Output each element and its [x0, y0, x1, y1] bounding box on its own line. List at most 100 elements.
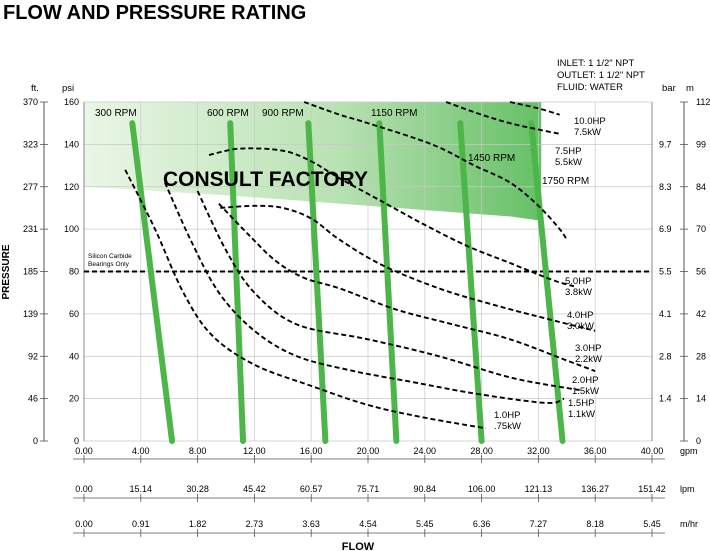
gpm-tick-label: 16.00 — [300, 446, 323, 456]
sic-label-line1: Silicon Carbide — [88, 253, 132, 260]
speed-line-1450-rpm — [457, 120, 485, 444]
ft-tick-label: 370 — [23, 97, 38, 107]
ft-tick-label: 231 — [23, 224, 38, 234]
m3hr-tick-label: 4.54 — [359, 519, 377, 529]
kw-label: 1.1kW — [568, 409, 595, 420]
m3hr-tick-label: 0.91 — [132, 519, 150, 529]
psi-tick-label: 40 — [69, 351, 79, 361]
gpm-tick-label: 28.00 — [470, 446, 493, 456]
gpm-tick-label: 32.00 — [527, 446, 550, 456]
m3hr-tick-label: 7.27 — [530, 519, 548, 529]
ft-unit-label: ft. — [31, 83, 39, 94]
power-curve — [196, 190, 582, 392]
m3hr-tick-label: 5.45 — [643, 519, 661, 529]
bar-tick-label: 5.5 — [659, 267, 672, 277]
ft-tick-label: 277 — [23, 182, 38, 192]
lpm-tick-label: 30.28 — [186, 484, 209, 494]
lpm-tick-label: 151.42 — [638, 484, 666, 494]
rpm-label: 900 RPM — [262, 108, 304, 119]
m3hr-unit-label: m/hr — [680, 519, 698, 529]
gpm-unit-label: gpm — [680, 446, 698, 456]
gpm-tick-label: 24.00 — [414, 446, 437, 456]
power-curve — [164, 182, 565, 404]
fluid-spec: FLUID: WATER — [557, 82, 623, 93]
kw-label: 2.2kW — [575, 354, 602, 365]
x-axis-label: FLOW — [342, 541, 375, 551]
m3hr-tick-label: 1.82 — [189, 519, 207, 529]
hp-label: 5.0HP — [565, 276, 591, 287]
m3hr-tick-label: 6.36 — [473, 519, 491, 529]
hp-label: 2.0HP — [572, 375, 598, 386]
m-tick-label: 14 — [696, 394, 706, 404]
bar-tick-label: 9.7 — [659, 139, 672, 149]
lpm-tick-label: 75.71 — [357, 484, 380, 494]
m-tick-label: 28 — [696, 351, 706, 361]
m-tick-label: 56 — [696, 267, 706, 277]
rpm-label: 1150 RPM — [371, 108, 418, 119]
consult-factory-label: CONSULT FACTORY — [163, 168, 368, 191]
m-tick-label: 70 — [696, 224, 706, 234]
gpm-tick-label: 4.00 — [132, 446, 150, 456]
psi-tick-label: 60 — [69, 309, 79, 319]
psi-tick-label: 120 — [64, 182, 79, 192]
rpm-label: 600 RPM — [207, 108, 249, 119]
gpm-tick-label: 20.00 — [357, 446, 380, 456]
psi-unit-label: psi — [62, 83, 74, 94]
speed-line-900-rpm — [305, 120, 329, 444]
hp-label: 3.0HP — [575, 343, 601, 354]
lpm-tick-label: 0.00 — [75, 484, 93, 494]
speed-line-1150-rpm — [376, 120, 400, 444]
kw-label: 3.0kW — [567, 321, 594, 332]
ft-tick-label: 185 — [23, 267, 38, 277]
lpm-unit-label: lpm — [680, 484, 695, 494]
gpm-tick-label: 0.00 — [75, 446, 93, 456]
psi-tick-label: 160 — [64, 97, 79, 107]
rpm-label: 1750 RPM — [542, 176, 589, 187]
kw-label: 5.5kW — [555, 157, 582, 168]
speed-line-300-rpm — [129, 120, 176, 444]
kw-label: 1.5kW — [572, 386, 599, 397]
lpm-tick-label: 106.00 — [468, 484, 496, 494]
bar-tick-label: 8.3 — [659, 182, 672, 192]
power-curve — [445, 101, 560, 135]
m-unit-label: m — [686, 83, 694, 94]
psi-tick-label: 140 — [64, 139, 79, 149]
lpm-tick-label: 15.14 — [130, 484, 153, 494]
ft-tick-label: 323 — [23, 139, 38, 149]
gpm-tick-label: 36.00 — [584, 446, 607, 456]
lpm-tick-label: 45.42 — [243, 484, 266, 494]
hp-label: 4.0HP — [567, 310, 593, 321]
m3hr-tick-label: 0.00 — [75, 519, 93, 529]
lpm-tick-label: 60.57 — [300, 484, 323, 494]
gpm-tick-label: 8.00 — [189, 446, 207, 456]
speed-line-600-rpm — [227, 120, 247, 444]
m-tick-label: 112 — [696, 97, 710, 107]
lpm-tick-label: 90.84 — [414, 484, 437, 494]
lpm-tick-label: 136.27 — [581, 484, 609, 494]
hp-label: 1.5HP — [568, 398, 594, 409]
psi-tick-label: 100 — [64, 224, 79, 234]
psi-tick-label: 0 — [74, 436, 79, 446]
ft-tick-label: 0 — [33, 436, 38, 446]
kw-label: 7.5kW — [574, 127, 601, 138]
power-curve — [220, 204, 596, 332]
rpm-label: 1450 RPM — [468, 153, 515, 164]
hp-label: 1.0HP — [494, 410, 520, 421]
power-curve — [218, 203, 596, 372]
bar-tick-label: 1.4 — [659, 394, 672, 404]
kw-label: 3.8kW — [565, 287, 592, 298]
outlet-spec: OUTLET: 1 1/2" NPT — [557, 70, 645, 81]
m-tick-label: 99 — [696, 139, 706, 149]
lpm-tick-label: 121.13 — [525, 484, 553, 494]
m-tick-label: 84 — [696, 182, 706, 192]
bar-tick-label: 6.9 — [659, 224, 672, 234]
power-curve — [303, 101, 568, 241]
ft-tick-label: 92 — [28, 351, 38, 361]
m-tick-label: 42 — [696, 309, 706, 319]
speed-line-1750-rpm — [528, 120, 566, 444]
m3hr-tick-label: 5.45 — [416, 519, 434, 529]
y-axis-label: PRESSURE — [1, 244, 12, 299]
rpm-label: 300 RPM — [95, 108, 137, 119]
power-curve — [208, 147, 575, 288]
hp-label: 7.5HP — [555, 146, 581, 157]
